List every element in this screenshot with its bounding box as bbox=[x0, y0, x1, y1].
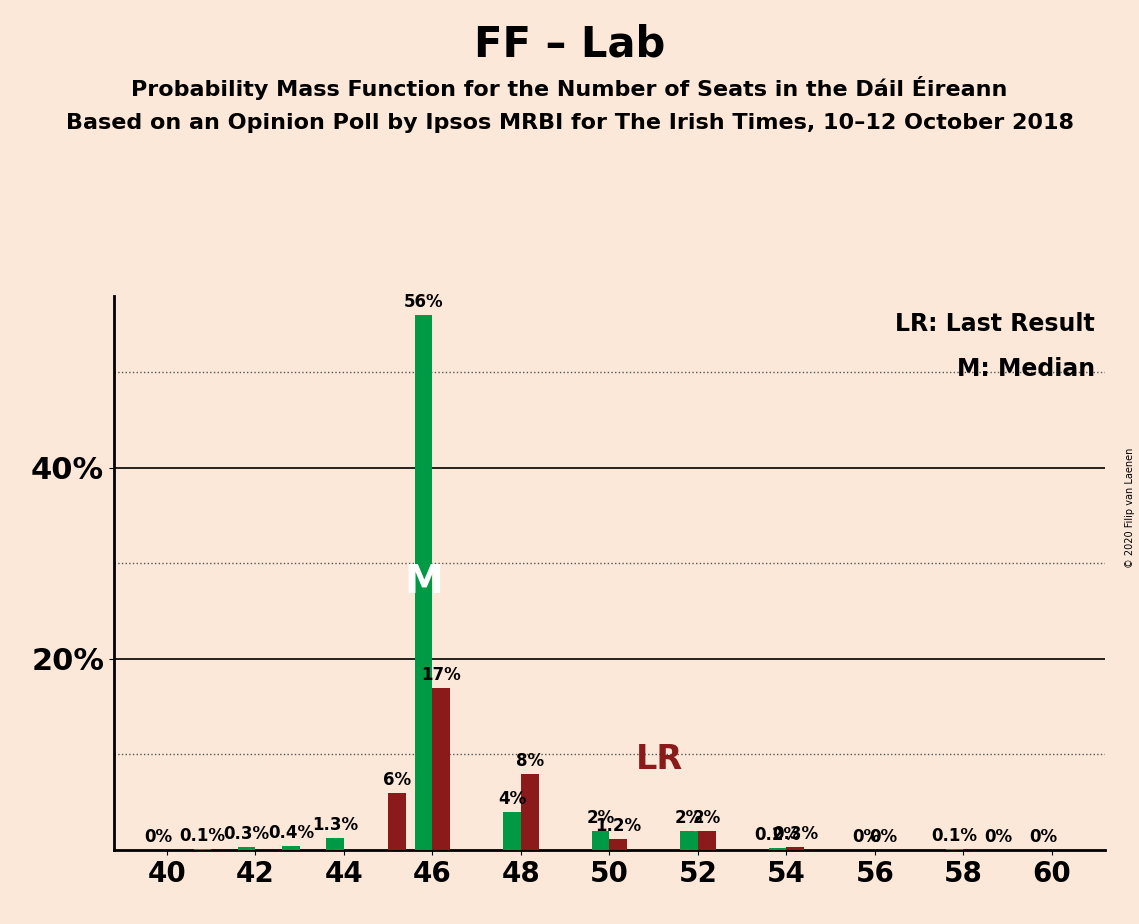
Text: M: Median: M: Median bbox=[957, 357, 1095, 381]
Text: LR: LR bbox=[636, 743, 683, 776]
Bar bbox=[238, 847, 255, 850]
Text: 0%: 0% bbox=[984, 828, 1013, 846]
Text: 0%: 0% bbox=[852, 828, 880, 846]
Text: 8%: 8% bbox=[516, 752, 543, 770]
Bar bbox=[194, 849, 211, 850]
Bar bbox=[388, 793, 405, 850]
Text: 4%: 4% bbox=[498, 790, 526, 808]
Text: Probability Mass Function for the Number of Seats in the Dáil Éireann: Probability Mass Function for the Number… bbox=[131, 76, 1008, 100]
Text: 0.3%: 0.3% bbox=[223, 825, 270, 844]
Text: 0.1%: 0.1% bbox=[179, 827, 226, 845]
Text: 0%: 0% bbox=[144, 828, 172, 846]
Bar bbox=[521, 773, 539, 850]
Text: M: M bbox=[404, 564, 443, 602]
Bar bbox=[786, 847, 804, 850]
Text: 2%: 2% bbox=[587, 809, 615, 827]
Bar bbox=[769, 848, 786, 850]
Text: 1.3%: 1.3% bbox=[312, 816, 358, 833]
Bar bbox=[945, 849, 964, 850]
Text: 0%: 0% bbox=[869, 828, 898, 846]
Bar bbox=[282, 846, 300, 850]
Text: 56%: 56% bbox=[403, 293, 443, 311]
Text: 17%: 17% bbox=[421, 666, 461, 684]
Bar bbox=[415, 315, 433, 850]
Text: 0.3%: 0.3% bbox=[772, 825, 818, 844]
Bar bbox=[698, 831, 715, 850]
Text: 1.2%: 1.2% bbox=[596, 817, 641, 834]
Text: Based on an Opinion Poll by Ipsos MRBI for The Irish Times, 10–12 October 2018: Based on an Opinion Poll by Ipsos MRBI f… bbox=[66, 113, 1073, 133]
Text: 0.1%: 0.1% bbox=[932, 827, 977, 845]
Bar bbox=[609, 839, 628, 850]
Text: LR: Last Result: LR: Last Result bbox=[895, 312, 1095, 336]
Text: 2%: 2% bbox=[693, 809, 721, 827]
Text: 2%: 2% bbox=[675, 809, 703, 827]
Text: © 2020 Filip van Laenen: © 2020 Filip van Laenen bbox=[1125, 448, 1134, 568]
Text: 0%: 0% bbox=[1029, 828, 1057, 846]
Bar bbox=[591, 831, 609, 850]
Text: 0.4%: 0.4% bbox=[268, 824, 314, 843]
Bar bbox=[503, 812, 521, 850]
Bar bbox=[680, 831, 698, 850]
Text: 6%: 6% bbox=[383, 771, 411, 789]
Text: FF – Lab: FF – Lab bbox=[474, 23, 665, 65]
Bar bbox=[433, 687, 450, 850]
Bar bbox=[326, 838, 344, 850]
Text: 0.2%: 0.2% bbox=[754, 826, 801, 845]
